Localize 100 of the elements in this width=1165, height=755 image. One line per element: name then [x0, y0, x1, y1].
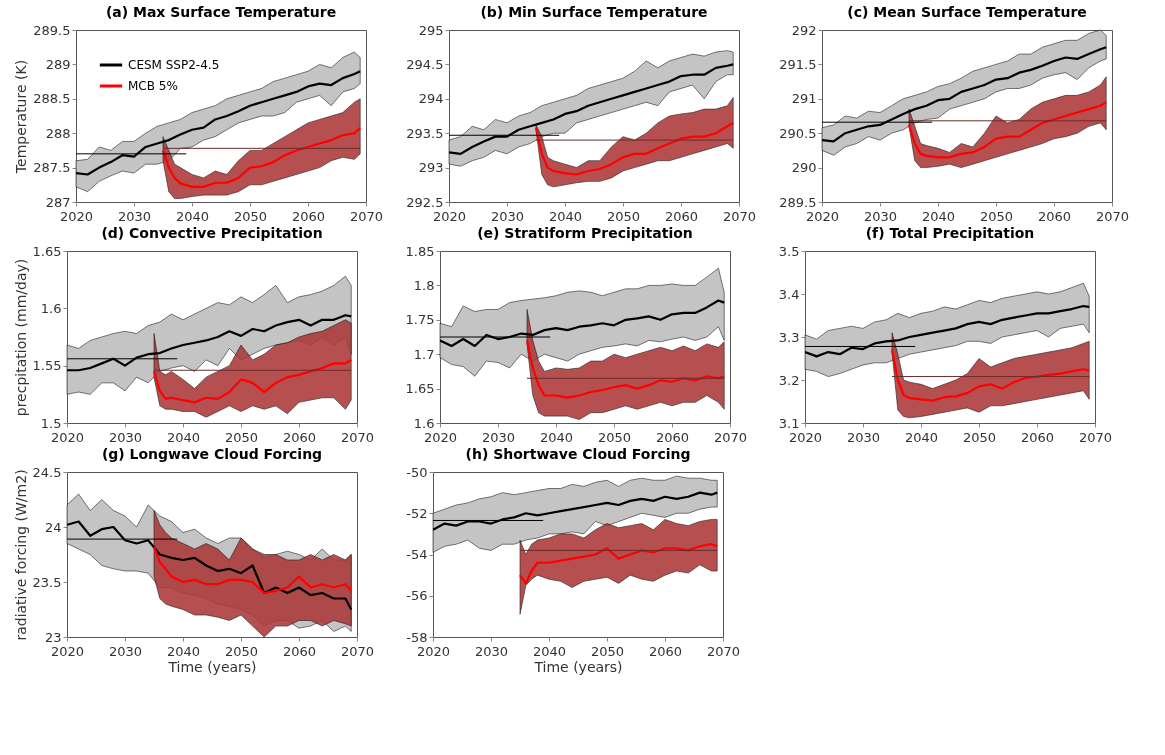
- chart-title: (f) Total Precipitation: [865, 225, 1035, 241]
- y-tick-label: 1.65: [32, 243, 62, 259]
- y-tick-label: 292: [791, 22, 817, 38]
- y-tick-label: 289: [45, 56, 71, 72]
- x-tick-label: 2050: [224, 429, 259, 445]
- x-tick-label: 2050: [590, 643, 625, 659]
- legend-label: MCB 5%: [128, 79, 178, 93]
- y-tick-label: 294.5: [406, 56, 444, 72]
- x-tick-label: 2030: [481, 429, 516, 445]
- x-tick-label: 2040: [532, 643, 567, 659]
- y-tick-label: 287: [45, 194, 71, 210]
- x-tick-label: 2050: [979, 208, 1014, 224]
- x-tick-label: 2050: [606, 208, 641, 224]
- y-tick-label: 3.5: [778, 243, 800, 259]
- x-tick-label: 2020: [416, 643, 451, 659]
- x-tick-label: 2060: [648, 643, 683, 659]
- y-tick-label: 1.55: [32, 358, 62, 374]
- x-tick-label: 2040: [921, 208, 956, 224]
- y-tick-label: 293: [418, 160, 444, 176]
- y-axis-title: radiative forcing (W/m2): [12, 469, 29, 641]
- x-tick-label: 2030: [108, 429, 143, 445]
- y-tick-label: 287.5: [33, 160, 71, 176]
- y-tick-label: 289.5: [779, 194, 817, 210]
- x-tick-label: 2070: [722, 208, 757, 224]
- x-tick-label: 2030: [490, 208, 525, 224]
- y-tick-label: 290.5: [779, 125, 817, 141]
- x-tick-label: 2050: [962, 429, 997, 445]
- x-tick-label: 2050: [233, 208, 268, 224]
- x-tick-label: 2050: [224, 643, 259, 659]
- y-tick-label: 24: [44, 519, 62, 535]
- y-tick-label: 288.5: [33, 91, 71, 107]
- chart-title: (h) Shortwave Cloud Forcing: [465, 446, 691, 462]
- x-tick-label: 2030: [474, 643, 509, 659]
- chart-title: (e) Stratiform Precipitation: [477, 225, 693, 241]
- y-tick-label: 289.5: [33, 22, 71, 38]
- y-tick-label: 24.5: [32, 464, 62, 480]
- y-tick-label: 291: [791, 91, 817, 107]
- y-tick-label: 290: [791, 160, 817, 176]
- y-tick-label: -52: [406, 505, 428, 521]
- x-tick-label: 2030: [117, 208, 152, 224]
- x-tick-label: 2060: [655, 429, 690, 445]
- x-tick-label: 2020: [50, 643, 85, 659]
- x-tick-label: 2040: [539, 429, 574, 445]
- x-tick-label: 2070: [713, 429, 748, 445]
- x-tick-label: 2020: [423, 429, 458, 445]
- chart-title: (c) Mean Surface Temperature: [847, 4, 1087, 20]
- y-tick-label: 295: [418, 22, 444, 38]
- x-tick-label: 2040: [548, 208, 583, 224]
- x-tick-label: 2070: [340, 429, 375, 445]
- x-tick-label: 2060: [1037, 208, 1072, 224]
- legend-label: CESM SSP2-4.5: [128, 58, 220, 72]
- y-axis-title: precpitation (mm/day): [12, 258, 29, 417]
- y-tick-label: 23: [44, 629, 62, 645]
- y-tick-label: 288: [45, 125, 71, 141]
- y-tick-label: -54: [406, 547, 428, 562]
- x-tick-label: 2060: [291, 208, 326, 224]
- y-tick-label: 1.6: [40, 300, 62, 316]
- y-tick-label: 291.5: [779, 56, 817, 72]
- x-tick-label: 2040: [166, 429, 201, 445]
- x-tick-label: 2020: [805, 208, 840, 224]
- y-tick-label: 1.7: [413, 346, 435, 362]
- chart-title: (d) Convective Precipitation: [101, 225, 323, 241]
- x-tick-label: 2070: [1095, 208, 1130, 224]
- x-tick-label: 2070: [1078, 429, 1113, 445]
- y-tick-label: 3.4: [778, 286, 800, 302]
- x-tick-label: 2060: [282, 429, 317, 445]
- y-tick-label: 3.3: [778, 329, 800, 345]
- x-axis-title: Time (years): [533, 658, 623, 675]
- y-tick-label: -58: [406, 629, 428, 645]
- x-tick-label: 2020: [788, 429, 823, 445]
- x-tick-label: 2030: [108, 643, 143, 659]
- x-tick-label: 2020: [432, 208, 467, 224]
- chart-title: (b) Min Surface Temperature: [480, 4, 708, 20]
- x-tick-label: 2060: [282, 643, 317, 659]
- y-tick-label: 1.8: [413, 277, 435, 293]
- x-tick-label: 2040: [904, 429, 939, 445]
- x-tick-label: 2060: [1020, 429, 1055, 445]
- y-tick-label: 292.5: [406, 194, 444, 210]
- x-axis-title: Time (years): [167, 658, 257, 675]
- y-tick-label: 294: [418, 91, 444, 107]
- y-tick-label: 1.6: [413, 415, 435, 431]
- y-tick-label: 1.65: [405, 381, 435, 397]
- y-tick-label: -56: [406, 588, 428, 604]
- chart-title: (a) Max Surface Temperature: [105, 4, 337, 20]
- x-tick-label: 2020: [50, 429, 85, 445]
- y-tick-label: 1.5: [40, 415, 62, 431]
- x-tick-label: 2020: [59, 208, 94, 224]
- x-tick-label: 2070: [706, 643, 741, 659]
- x-tick-label: 2040: [175, 208, 210, 224]
- x-tick-label: 2070: [349, 208, 384, 224]
- y-axis-title: Temperature (K): [13, 59, 30, 175]
- y-tick-label: 23.5: [32, 574, 62, 590]
- x-tick-label: 2030: [863, 208, 898, 224]
- y-tick-label: 293.5: [406, 125, 444, 141]
- y-tick-label: 1.85: [405, 243, 435, 259]
- x-tick-label: 2050: [597, 429, 632, 445]
- y-tick-label: 3.2: [778, 372, 800, 388]
- x-tick-label: 2040: [166, 643, 201, 659]
- x-tick-label: 2030: [846, 429, 881, 445]
- x-tick-label: 2060: [664, 208, 699, 224]
